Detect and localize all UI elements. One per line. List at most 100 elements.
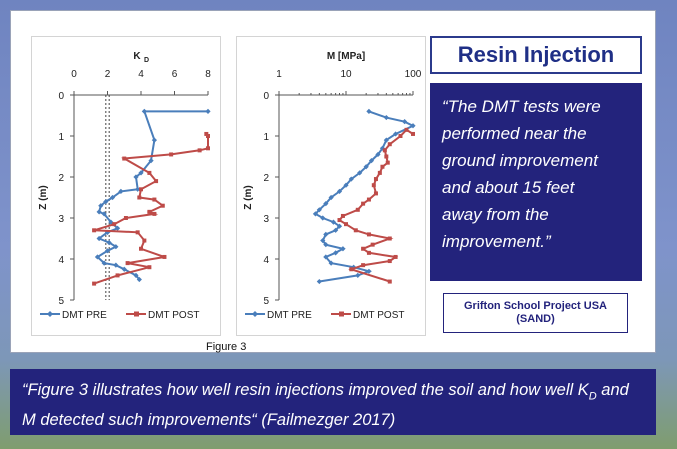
legend-pre-label: DMT PRE bbox=[267, 310, 312, 321]
pre-data-point bbox=[136, 276, 142, 283]
y-tick-label: 2 bbox=[58, 173, 64, 184]
pre-data-point bbox=[108, 219, 114, 225]
post-data-point bbox=[152, 197, 157, 202]
post-data-point bbox=[204, 131, 209, 136]
post-data-point bbox=[337, 218, 342, 223]
post-series-line bbox=[93, 133, 209, 285]
x-tick-label: 1 bbox=[276, 69, 282, 80]
y-tick-label: 1 bbox=[58, 132, 64, 143]
chart-title: M [MPa] bbox=[327, 51, 365, 62]
x-tick-label: 4 bbox=[138, 69, 144, 80]
post-data-point bbox=[344, 222, 348, 227]
pre-data-point bbox=[205, 108, 211, 114]
quote-box: “The DMT tests were performed near the g… bbox=[430, 83, 642, 281]
m-chart: M [MPa] 1 10 100 0 1 2 3 4 5 Z (m) DMT PRE DMT POST bbox=[236, 36, 426, 336]
post-data-point bbox=[206, 134, 210, 138]
x-tick-label: 100 bbox=[405, 69, 422, 80]
pre-data-point bbox=[104, 248, 111, 254]
post-data-point bbox=[387, 279, 392, 284]
slide-title: Resin Injection bbox=[430, 36, 642, 74]
y-tick-label: 4 bbox=[58, 255, 64, 266]
y-tick-label: 2 bbox=[263, 173, 269, 184]
pre-data-point bbox=[148, 158, 154, 164]
pre-data-point bbox=[113, 262, 119, 268]
pre-data-point bbox=[323, 201, 329, 207]
pre-data-point bbox=[323, 231, 329, 237]
pre-data-point bbox=[138, 170, 144, 176]
pre-data-point bbox=[316, 278, 322, 285]
post-data-point bbox=[147, 265, 152, 270]
y-tick-label: 4 bbox=[263, 255, 269, 266]
project-name: Grifton School Project USA bbox=[463, 300, 607, 312]
pre-data-point bbox=[323, 242, 329, 248]
post-data-point bbox=[387, 259, 392, 264]
quote-line: improvement.” bbox=[442, 232, 551, 251]
post-data-point bbox=[353, 228, 358, 233]
y-axis-label: Z (m) bbox=[38, 185, 49, 209]
post-data-point bbox=[160, 203, 165, 208]
pre-data-point bbox=[133, 174, 139, 180]
pre-data-point bbox=[135, 186, 141, 192]
figure-label: Figure 3 bbox=[206, 341, 247, 353]
y-tick-label: 1 bbox=[263, 132, 269, 143]
legend-pre-marker bbox=[47, 311, 53, 317]
pre-data-point bbox=[355, 272, 361, 278]
post-data-point bbox=[92, 228, 97, 233]
pre-data-point bbox=[106, 240, 112, 246]
legend-post-label: DMT POST bbox=[148, 310, 199, 321]
post-data-point bbox=[125, 261, 130, 266]
pre-data-point bbox=[96, 235, 102, 242]
pre-data-point bbox=[121, 266, 127, 272]
x-tick-label: 10 bbox=[340, 69, 352, 80]
post-data-point bbox=[139, 246, 143, 251]
pre-data-point bbox=[383, 137, 389, 143]
post-data-point bbox=[115, 273, 120, 278]
post-data-point bbox=[154, 179, 159, 184]
post-data-point bbox=[122, 156, 127, 161]
pre-data-point bbox=[402, 119, 408, 125]
post-data-point bbox=[147, 209, 152, 214]
y-axis-label: Z (m) bbox=[243, 185, 254, 209]
post-data-point bbox=[366, 197, 371, 202]
quote-line: “The DMT tests were bbox=[442, 97, 601, 116]
x-tick-label: 6 bbox=[172, 69, 178, 80]
caption-text-2: and M detected such improvements“ (Failm… bbox=[22, 381, 629, 430]
post-data-point bbox=[361, 246, 366, 251]
pre-data-point bbox=[343, 182, 349, 188]
pre-data-point bbox=[366, 108, 372, 114]
post-data-point bbox=[147, 170, 152, 175]
post-data-point bbox=[387, 236, 392, 241]
post-data-point bbox=[361, 263, 366, 268]
pre-data-point bbox=[393, 131, 399, 137]
post-data-point bbox=[197, 148, 202, 153]
pre-data-point bbox=[94, 254, 101, 260]
pre-data-point bbox=[96, 209, 102, 215]
post-data-point bbox=[137, 195, 142, 200]
post-data-point bbox=[366, 232, 371, 237]
pre-data-point bbox=[103, 199, 109, 205]
pre-data-point bbox=[98, 203, 104, 209]
legend-pre-marker bbox=[252, 311, 258, 317]
post-data-point bbox=[349, 267, 354, 272]
pre-data-point bbox=[323, 254, 329, 260]
post-data-point bbox=[361, 201, 366, 206]
post-data-point bbox=[371, 183, 376, 188]
x-tick-label: 8 bbox=[205, 69, 211, 80]
y-tick-label: 5 bbox=[263, 296, 269, 307]
pre-data-point bbox=[410, 123, 416, 129]
post-data-point bbox=[206, 146, 210, 151]
y-tick-label: 3 bbox=[58, 214, 64, 225]
pre-data-point bbox=[366, 268, 372, 274]
y-tick-label: 0 bbox=[263, 91, 269, 102]
legend-post-marker bbox=[339, 311, 344, 317]
pre-data-point bbox=[109, 194, 116, 201]
post-data-point bbox=[340, 213, 345, 218]
post-data-point bbox=[139, 187, 143, 192]
x-tick-label: 0 bbox=[71, 69, 77, 80]
pre-data-point bbox=[151, 137, 157, 143]
pre-data-point bbox=[363, 164, 369, 170]
quote-line: away from the bbox=[442, 205, 549, 224]
caption-text-1: “Figure 3 illustrates how well resin inj… bbox=[22, 381, 589, 399]
post-data-point bbox=[123, 216, 128, 220]
project-label: Grifton School Project USA (SAND) bbox=[443, 293, 628, 333]
